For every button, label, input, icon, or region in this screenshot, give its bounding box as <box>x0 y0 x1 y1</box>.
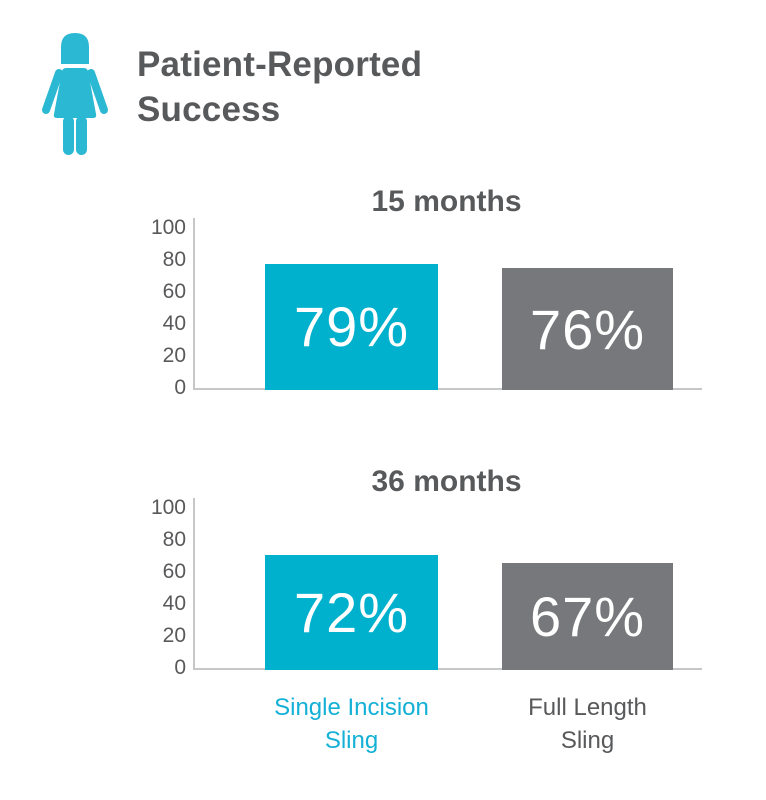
woman-figure-icon <box>34 32 116 155</box>
category-label-line2: Sling <box>324 727 379 754</box>
y-axis-tick-label: 100 <box>150 496 186 519</box>
category-label-line2: Sling <box>560 727 615 754</box>
category-label-line1: Full Length <box>528 694 647 721</box>
y-axis-tick-label: 0 <box>174 656 186 679</box>
category-label-single-incision-sling: Single Incision Sling <box>245 691 458 757</box>
y-axis-tick-label: 80 <box>162 528 186 551</box>
y-axis-tick-label: 20 <box>162 344 186 367</box>
y-axis-tick-label: 100 <box>150 216 186 239</box>
y-axis-tick-label: 0 <box>174 376 186 399</box>
x-axis-line <box>193 668 702 670</box>
y-axis-tick-label: 80 <box>162 248 186 271</box>
bar-single-incision-sling-15-months: 79% <box>265 263 438 390</box>
bar-single-incision-sling-36-months: 72% <box>265 554 438 670</box>
page-title-line1: Patient-Reported <box>137 45 423 84</box>
y-axis-tick-label: 20 <box>162 624 186 647</box>
bar-full-length-sling-15-months: 76% <box>502 268 673 390</box>
y-axis-line <box>193 498 195 670</box>
bar-full-length-sling-36-months: 67% <box>502 562 673 670</box>
page-title: Patient-Reported Success <box>137 42 422 132</box>
page-title-line2: Success <box>137 90 281 129</box>
category-label-line1: Single Incision <box>274 694 429 721</box>
y-axis-tick-label: 40 <box>162 592 186 615</box>
chart-title: 36 months <box>371 465 522 498</box>
chart-15-months: 15 months 100 80 60 40 20 0 79% 76% <box>0 185 766 399</box>
x-axis-line <box>193 388 702 390</box>
category-label-full-length-sling: Full Length Sling <box>482 691 693 757</box>
y-axis-line <box>193 218 195 390</box>
y-axis-tick-label: 60 <box>162 560 186 583</box>
chart-title: 15 months <box>371 185 522 218</box>
y-axis-tick-label: 60 <box>162 280 186 303</box>
chart-36-months: 36 months 100 80 60 40 20 0 72% 67% <box>0 465 766 679</box>
y-axis-tick-label: 40 <box>162 312 186 335</box>
